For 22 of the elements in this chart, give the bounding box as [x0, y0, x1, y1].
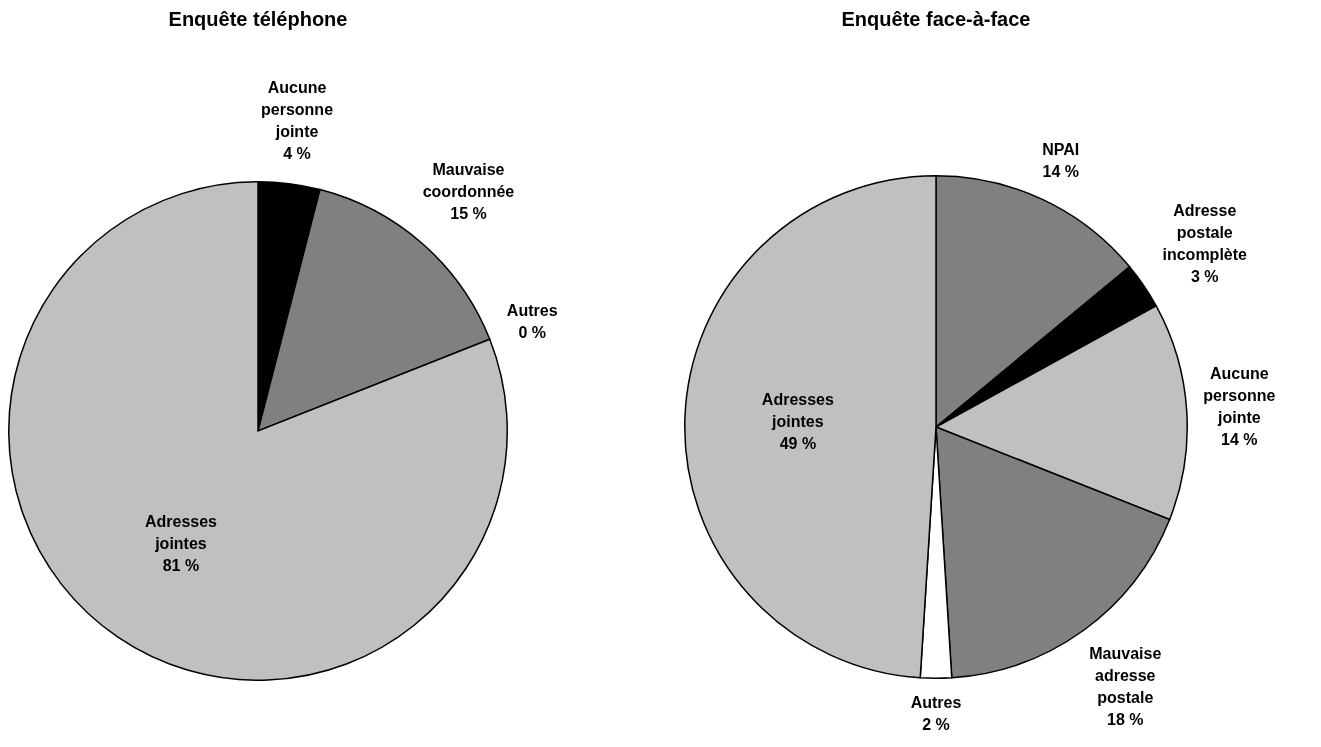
- slice-label: Mauvaise adresse postale: [1089, 644, 1162, 706]
- slice-label: Adresse postale incomplète: [1162, 201, 1248, 263]
- slice-label: NPAI: [1042, 141, 1080, 159]
- slice-label: Adresses jointes: [761, 391, 835, 431]
- data-label: 15 %: [450, 204, 487, 222]
- slice-label: Mauvaise coordonnée: [422, 160, 515, 200]
- data-label: 4 %: [283, 145, 311, 163]
- chart-title: Enquête téléphone: [167, 8, 349, 31]
- data-label: 3 %: [1190, 267, 1219, 285]
- data-label: 14 %: [1042, 163, 1080, 181]
- data-label: 14 %: [1221, 431, 1258, 449]
- data-label: 2 %: [922, 715, 950, 733]
- data-label: 81 %: [162, 556, 200, 574]
- text: 0 %: [518, 323, 546, 341]
- data-label: 49 %: [779, 435, 817, 453]
- chart-title: Enquête face-à-face: [840, 8, 1032, 31]
- slice-label: Aucune personne jointe: [261, 79, 334, 141]
- category-label: Autres: [506, 301, 558, 319]
- data-label: 18 %: [1107, 710, 1144, 728]
- slice-label: Aucune personne jointe: [1203, 365, 1276, 427]
- slice-label: Autres: [910, 693, 962, 711]
- slice-label: Adresses jointes: [144, 512, 218, 552]
